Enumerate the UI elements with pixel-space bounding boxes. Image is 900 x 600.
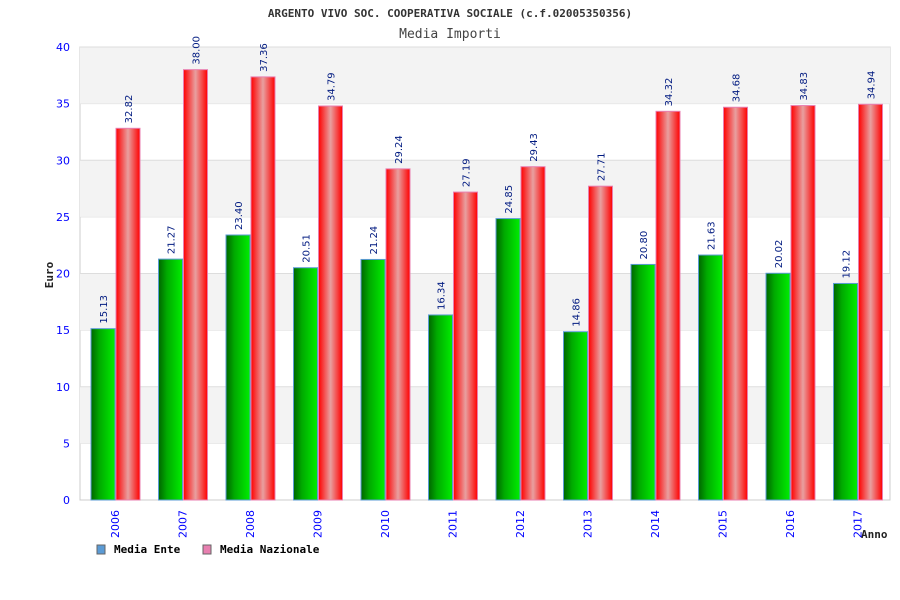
data-label: 27.71	[597, 153, 608, 182]
x-tick-label: 2013	[582, 510, 595, 538]
chart-subtitle: Media Importi	[399, 27, 501, 42]
y-tick-label: 35	[56, 98, 70, 111]
data-label: 34.79	[327, 72, 338, 101]
data-label: 14.86	[572, 298, 583, 327]
data-label: 27.19	[462, 158, 473, 187]
x-tick-label: 2016	[784, 510, 797, 538]
legend-swatch-media-nazionale	[202, 544, 212, 555]
data-label: 29.43	[529, 133, 540, 162]
bar-media-ente-2017	[833, 282, 858, 501]
data-label: 34.32	[664, 78, 675, 107]
data-label: 21.63	[707, 221, 718, 250]
bar-media-nazionale-2014	[655, 110, 681, 501]
data-label: 34.94	[867, 71, 878, 100]
bar-media-ente-2014	[630, 263, 656, 501]
x-tick-label: 2008	[244, 510, 257, 538]
data-label: 15.13	[99, 295, 110, 324]
data-label: 21.27	[167, 225, 178, 254]
grid-band	[80, 386, 890, 444]
data-label: 29.24	[394, 135, 405, 164]
bar-media-nazionale-2015	[723, 106, 748, 501]
data-label: 20.02	[774, 240, 785, 269]
legend-swatch-media-ente	[96, 544, 106, 555]
bar-media-nazionale-2016	[790, 105, 816, 501]
y-tick-label: 30	[56, 154, 70, 167]
bar-media-nazionale-2011	[453, 191, 478, 501]
data-label: 16.34	[437, 281, 448, 310]
x-tick-label: 2014	[649, 510, 662, 538]
y-axis-label: Euro	[43, 261, 56, 288]
data-label: 24.85	[504, 185, 515, 214]
y-tick-label: 15	[56, 324, 70, 337]
data-label: 38.00	[192, 36, 203, 65]
x-tick-label: 2007	[177, 510, 190, 538]
legend-label-media-ente: Media Ente	[114, 543, 181, 556]
bar-media-ente-2007	[158, 258, 183, 501]
bar-media-ente-2013	[563, 331, 588, 501]
bar-media-ente-2015	[698, 254, 723, 501]
x-tick-label: 2011	[447, 510, 460, 538]
bar-media-nazionale-2012	[520, 166, 546, 501]
legend: Media Ente Media Nazionale	[96, 543, 320, 556]
bar-media-ente-2011	[428, 314, 453, 501]
bar-media-nazionale-2007	[183, 69, 208, 501]
y-tick-label: 5	[63, 437, 70, 450]
bar-media-ente-2009	[293, 267, 318, 501]
x-axis-label: Anno	[861, 528, 888, 541]
x-tick-label: 2006	[109, 510, 122, 538]
bar-media-ente-2008	[225, 234, 251, 501]
bar-media-nazionale-2008	[250, 76, 276, 501]
data-label: 34.83	[799, 72, 810, 101]
x-tick-label: 2017	[852, 510, 865, 538]
data-label: 37.36	[259, 43, 270, 72]
x-tick-label: 2012	[514, 510, 527, 538]
bar-media-nazionale-2009	[318, 105, 343, 501]
data-label: 20.80	[639, 231, 650, 260]
grid-band	[80, 160, 890, 217]
bar-media-nazionale-2013	[588, 185, 613, 501]
y-tick-label: 20	[56, 268, 70, 281]
bar-media-ente-2006	[90, 328, 116, 501]
y-tick-label: 0	[63, 494, 70, 507]
data-label: 32.82	[124, 95, 135, 124]
data-label: 20.51	[302, 234, 313, 263]
bar-media-ente-2012	[495, 218, 521, 501]
y-tick-label: 10	[56, 381, 70, 394]
bar-media-ente-2016	[765, 272, 791, 501]
bar-media-nazionale-2017	[858, 103, 883, 501]
x-tick-label: 2009	[312, 510, 325, 538]
y-tick-label: 40	[56, 41, 70, 54]
data-label: 19.12	[842, 250, 853, 279]
bar-media-nazionale-2010	[385, 168, 411, 501]
bar-media-ente-2010	[360, 258, 386, 501]
legend-label-media-nazionale: Media Nazionale	[220, 543, 320, 556]
grid-band	[80, 273, 890, 331]
data-label: 34.68	[732, 74, 743, 103]
x-tick-label: 2015	[717, 510, 730, 538]
data-label: 21.24	[369, 226, 380, 255]
data-label: 23.40	[234, 201, 245, 230]
y-tick-label: 25	[56, 211, 70, 224]
chart-title: ARGENTO VIVO SOC. COOPERATIVA SOCIALE (c…	[268, 7, 632, 20]
bar-media-nazionale-2006	[115, 127, 141, 501]
grid-band	[80, 47, 890, 104]
x-tick-label: 2010	[379, 510, 392, 538]
